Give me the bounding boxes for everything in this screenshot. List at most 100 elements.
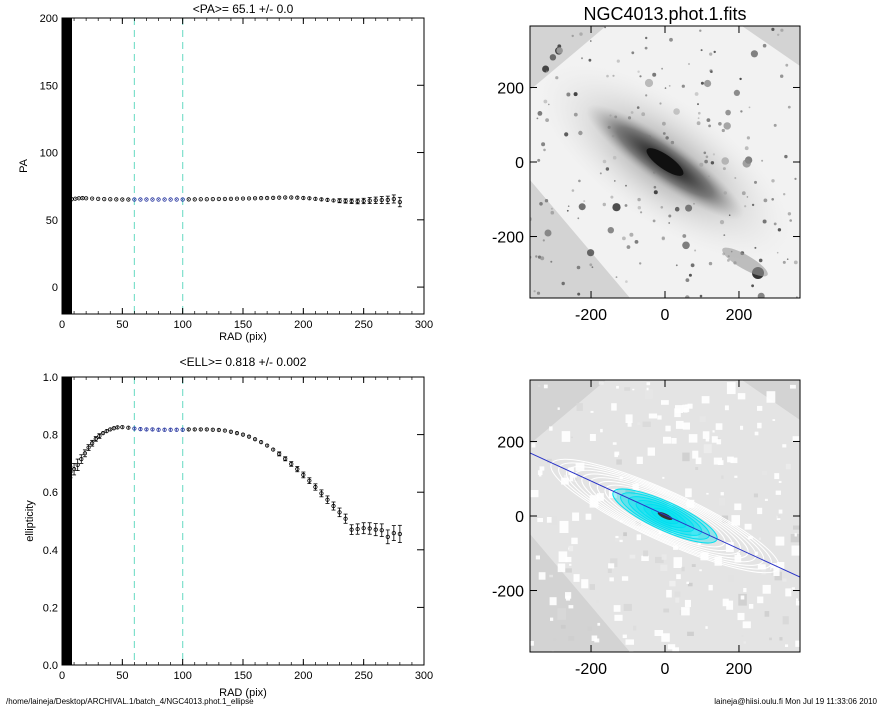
data-point-14 <box>111 426 116 431</box>
data-point-52 <box>355 198 360 205</box>
data-point-36 <box>258 196 264 201</box>
ell-core-bar <box>62 377 72 665</box>
data-point-53 <box>343 513 348 524</box>
image-y-tick-label: 0 <box>515 509 524 526</box>
data-point-5 <box>79 454 84 464</box>
y-tick-label: 0.8 <box>43 430 58 442</box>
x-tick-label: 150 <box>234 319 252 331</box>
x-tick-label: 200 <box>294 670 312 682</box>
data-point-18 <box>150 197 155 202</box>
masked-regions <box>530 381 800 652</box>
data-point-58 <box>373 523 378 537</box>
pa-x-axis-label: RAD (pix) <box>219 331 267 343</box>
data-point-6 <box>80 196 85 201</box>
y-tick-label: 0.0 <box>43 660 58 672</box>
data-point-40 <box>283 195 288 200</box>
image-x-tick-label: -200 <box>575 307 607 324</box>
isophote-ellipse <box>596 480 734 552</box>
image-x-tick-label: -200 <box>575 661 607 678</box>
data-point-17 <box>126 425 131 430</box>
data-point-41 <box>271 447 276 452</box>
isophote-ellipse <box>604 484 726 548</box>
y-tick-label: 50 <box>46 215 58 227</box>
x-tick-label: 300 <box>415 670 433 682</box>
image-x-tick-label: 200 <box>726 661 753 678</box>
data-point-15 <box>115 425 120 430</box>
x-tick-label: 250 <box>354 670 372 682</box>
data-point-22 <box>174 197 179 202</box>
data-point-16 <box>120 425 125 430</box>
data-point-32 <box>234 196 240 201</box>
data-point-11 <box>100 431 106 436</box>
data-point-30 <box>222 196 227 202</box>
data-point-62 <box>397 524 402 543</box>
pa-fit-range-lines <box>133 18 184 314</box>
data-point-51 <box>331 501 336 511</box>
x-tick-label: 100 <box>173 670 191 682</box>
image-x-tick-label: 0 <box>661 661 670 678</box>
data-point-51 <box>349 198 354 204</box>
data-point-8 <box>90 439 95 447</box>
data-point-45 <box>295 466 300 473</box>
x-tick-label: 100 <box>173 319 191 331</box>
data-point-9 <box>96 196 101 201</box>
pa-axis-ticks: 0 50 100 150 200 250 300 0 50 100 150 200 <box>40 13 434 331</box>
data-point-60 <box>385 529 390 545</box>
data-point-17 <box>144 197 149 202</box>
data-point-23 <box>162 427 167 432</box>
y-tick-label: 100 <box>40 148 58 160</box>
pa-plot-frame <box>61 17 425 315</box>
data-point-52 <box>337 507 342 518</box>
data-point-49 <box>337 198 342 204</box>
data-point-57 <box>385 195 390 205</box>
ell-plot-frame <box>61 376 425 666</box>
data-point-18 <box>132 426 137 431</box>
data-point-41 <box>289 195 294 200</box>
image-y-tick-label: -200 <box>492 584 524 601</box>
data-point-19 <box>138 427 143 432</box>
data-point-47 <box>325 197 330 203</box>
data-point-56 <box>361 522 366 535</box>
data-point-49 <box>319 489 324 498</box>
data-point-33 <box>222 428 227 433</box>
data-point-34 <box>228 429 234 434</box>
data-point-14 <box>126 197 131 202</box>
y-tick-label: 200 <box>40 13 58 25</box>
isophote-ellipse <box>573 469 757 563</box>
ell-panel-title: <ELL>= 0.818 +/- 0.002 <box>180 355 307 369</box>
pa-y-axis-label: PA <box>18 158 30 173</box>
data-point-61 <box>391 525 396 541</box>
data-point-53 <box>361 197 366 205</box>
data-point-54 <box>349 524 354 535</box>
image-y-tick-label: 200 <box>497 80 524 97</box>
image-x-tick-label: 200 <box>726 307 753 324</box>
data-point-39 <box>258 439 264 445</box>
isophote-core <box>657 511 673 521</box>
data-point-48 <box>331 198 336 203</box>
data-point-44 <box>307 196 312 201</box>
data-point-34 <box>246 196 252 201</box>
data-point-25 <box>192 197 197 202</box>
data-point-32 <box>216 427 221 433</box>
isophote-ellipse <box>558 462 772 570</box>
isophote-image-panel: -200 0 200 200 0 -200 <box>492 379 801 678</box>
ellipticity-panel: <ELL>= 0.818 +/- 0.002 0 50 100 150 200 250 30… <box>24 355 433 699</box>
isophote-ellipse <box>565 466 765 566</box>
pa-data-points <box>62 194 402 208</box>
data-point-55 <box>355 523 360 535</box>
data-point-9 <box>93 436 98 442</box>
ell-axis-ticks: 0 50 100 150 200 250 300 0.0 0.2 0.4 0.6 0.8 1.0 <box>43 372 433 682</box>
data-point-39 <box>277 195 282 200</box>
data-point-24 <box>168 427 173 432</box>
data-point-20 <box>144 427 149 432</box>
data-point-7 <box>84 196 89 201</box>
pa-panel: <PA>= 65.1 +/- 0.0 0 50 100 150 200 250 300 0 50… <box>18 2 433 343</box>
data-point-31 <box>210 427 215 432</box>
data-point-15 <box>132 197 137 202</box>
data-point-36 <box>240 432 246 437</box>
data-point-13 <box>108 427 113 432</box>
x-tick-label: 250 <box>354 319 372 331</box>
data-point-58 <box>391 194 396 204</box>
ell-data-points <box>62 425 402 545</box>
